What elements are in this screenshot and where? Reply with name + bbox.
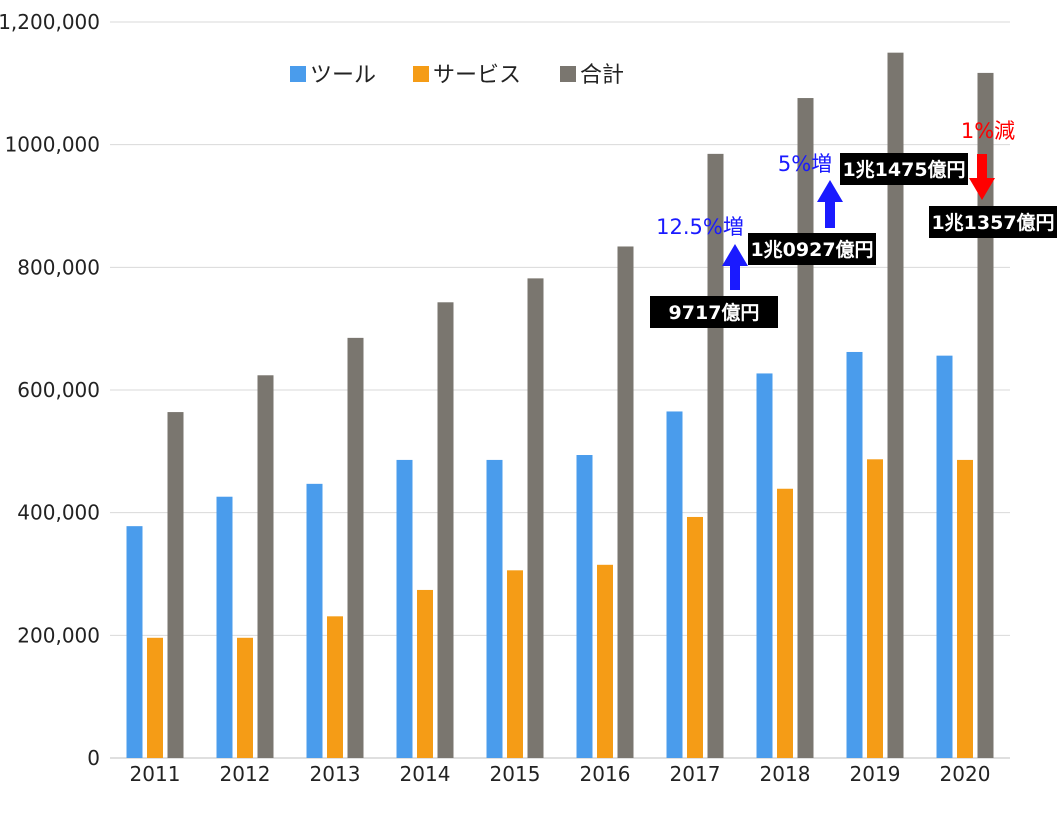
annotation-2019-growth: 5%増 [778,152,843,228]
bar-2017-s0 [666,411,683,758]
up-arrow-icon [817,180,843,228]
x-tick-label: 2016 [580,762,631,786]
bar-2014-s0 [396,459,413,758]
x-axis-ticks: 2011 2012 2013 2014 2015 2016 2017 2018 2019 2020 [130,762,991,786]
bar-2020-s0 [936,355,953,758]
x-tick-label: 2011 [130,762,181,786]
legend-label: ツール [310,63,376,88]
bar-2012-s2 [257,375,274,758]
bar-2018-s2 [797,98,814,758]
y-tick-label: 0 [87,746,100,770]
y-tick-label: 800,000 [17,255,100,279]
bar-2019-s2 [887,52,904,758]
bar-2020-s2 [977,72,994,758]
bar-2014-s2 [437,302,454,758]
bar-2015-s1 [507,570,523,758]
bar-2019-s1 [867,459,883,758]
x-tick-label: 2015 [490,762,541,786]
bar-2015-s0 [486,459,503,758]
bar-2011-s2 [167,412,184,758]
x-tick-label: 2014 [400,762,451,786]
annotation-2018-total-label: 1兆0927億円 [750,238,873,261]
annotation-2020-decline: 1%減 [961,119,1015,200]
annotation-2020-decline-label: 1%減 [961,119,1015,143]
x-tick-label: 2013 [310,762,361,786]
y-tick-label: 200,000 [17,623,100,647]
bar-2018-s1 [777,488,793,758]
legend: ツール サービス 合計 [290,63,624,88]
annotations: 9717億円 12.5%増 1兆0927億円 5%増 1兆1475億円 1%減 [650,119,1057,328]
annotation-2017-total-label: 9717億円 [669,301,760,324]
bar-2013-s0 [306,483,323,758]
legend-label: サービス [433,63,521,88]
bar-2013-s1 [327,616,343,758]
bar-2017-s1 [687,516,703,758]
annotation-2018-growth: 12.5%増 [656,215,748,290]
bar-2014-s1 [417,589,433,758]
legend-swatch [290,66,306,82]
down-arrow-icon [969,154,995,200]
annotation-2018-growth-label: 12.5%増 [656,215,744,239]
bar-2011-s1 [147,637,163,758]
bar-2012-s0 [216,496,233,758]
bar-2013-s2 [347,337,364,758]
y-tick-label: 1,200,000 [0,10,100,34]
x-tick-label: 2017 [670,762,721,786]
x-tick-label: 2020 [940,762,991,786]
bar-2016-s2 [617,246,634,759]
legend-label: 合計 [580,63,624,88]
x-tick-label: 2019 [850,762,901,786]
x-tick-label: 2018 [760,762,811,786]
y-axis-ticks: 0 200,000 400,000 600,000 800,000 1000,000 1,2… [0,10,100,770]
legend-swatch [413,66,429,82]
bar-2019-s0 [846,351,863,758]
bar-2016-s1 [597,564,613,758]
bar-2015-s2 [527,278,544,758]
annotation-2019-total: 1兆1475億円 [840,153,968,185]
x-tick-label: 2012 [220,762,271,786]
annotation-2020-total-label: 1兆1357億円 [931,211,1054,234]
legend-swatch [560,66,576,82]
bar-2012-s1 [237,637,253,758]
annotation-2020-total: 1兆1357億円 [929,206,1057,238]
bar-2011-s0 [126,526,143,758]
y-tick-label: 400,000 [17,501,100,525]
bar-2017-s2 [707,153,724,758]
bar-2020-s1 [957,459,973,758]
annotation-2018-total: 1兆0927億円 [748,233,876,265]
y-tick-label: 1000,000 [5,133,100,157]
bar-2016-s0 [576,455,593,758]
y-tick-label: 600,000 [17,378,100,402]
annotation-2019-total-label: 1兆1475億円 [842,158,965,181]
bar-2018-s0 [756,373,773,758]
up-arrow-icon [722,244,748,290]
annotation-2019-growth-label: 5%増 [778,152,832,176]
annotation-2017-total: 9717億円 [650,296,778,328]
